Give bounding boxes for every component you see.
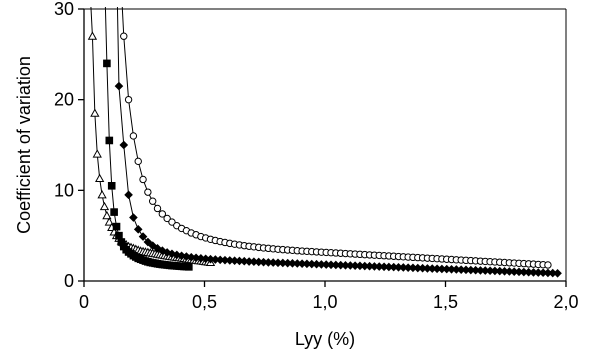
series-0-point <box>90 108 100 117</box>
series-markers <box>87 31 562 278</box>
series-3-point <box>144 188 152 196</box>
series-3-point <box>120 32 128 40</box>
series-2-point <box>133 225 143 234</box>
series-3-point <box>544 261 552 269</box>
series-3-point <box>153 204 162 213</box>
series-3-point <box>134 157 142 166</box>
series-2-line <box>116 6 558 274</box>
series-2-point <box>124 190 133 200</box>
series-1-point <box>107 182 116 190</box>
series-3-point <box>168 218 176 226</box>
series-1-point <box>110 208 118 216</box>
series-2-point <box>177 251 186 261</box>
series-1-point <box>185 263 193 271</box>
series-0-point <box>97 190 107 199</box>
y-axis-label: Coefficient of variation <box>14 56 34 234</box>
series-3-line <box>121 6 548 266</box>
x-tick-label: 0,5 <box>192 292 217 312</box>
series-3-point <box>163 214 171 223</box>
x-tick-label: 2,0 <box>553 292 578 312</box>
series-0-point <box>102 210 112 220</box>
series-2-point <box>119 140 129 150</box>
series-3-point <box>148 197 157 205</box>
series-0-point <box>99 201 110 211</box>
series-1-point <box>115 231 123 240</box>
series-2-point <box>114 81 124 91</box>
y-axis-ticks: 0 10 20 30 <box>54 0 84 291</box>
series-0-point <box>92 149 102 158</box>
x-tick-label: 0 <box>79 292 89 312</box>
series-2-point <box>143 237 153 247</box>
y-tick-label: 10 <box>54 180 74 200</box>
y-tick-label: 0 <box>64 271 74 291</box>
series-0-point <box>87 31 98 40</box>
series-1-point <box>103 59 111 68</box>
series-3-point <box>158 210 167 218</box>
y-tick-label: 30 <box>54 0 74 19</box>
series-3-point <box>124 95 133 104</box>
series-0-point <box>104 217 114 226</box>
x-axis-label: Lyy (%) <box>295 329 355 349</box>
x-axis-ticks: 0 0,5 1,0 1,5 2,0 <box>79 281 579 312</box>
series-2-point <box>182 252 191 261</box>
series-2-point <box>138 232 148 241</box>
series-0-point <box>95 173 105 183</box>
x-tick-label: 1,0 <box>312 292 337 312</box>
series-1-point <box>105 136 114 145</box>
series-2-point <box>553 268 562 278</box>
y-tick-label: 20 <box>54 90 74 110</box>
series-3-point <box>129 132 138 140</box>
series-1-point <box>112 222 121 231</box>
series-curves <box>90 6 558 274</box>
series-2-point <box>129 213 138 222</box>
x-tick-label: 1,5 <box>433 292 458 312</box>
plot-frame <box>83 8 567 282</box>
series-3-point <box>139 175 147 184</box>
